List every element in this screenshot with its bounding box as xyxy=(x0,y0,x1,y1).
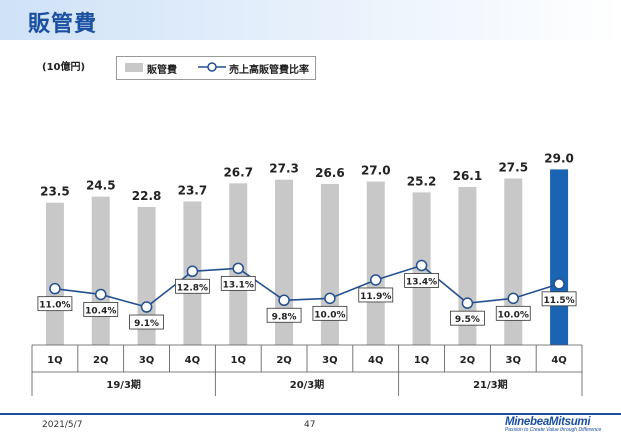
bar xyxy=(91,196,110,345)
ratio-point xyxy=(415,259,428,272)
ratio-point xyxy=(507,292,519,305)
x-tick-label: 3Q xyxy=(506,355,521,366)
bar-value-label: 27.3 xyxy=(269,162,299,176)
bar-value-label: 26.6 xyxy=(315,166,345,180)
unit-label: (10億円) xyxy=(42,62,86,73)
bar-value-label: 29.0 xyxy=(544,151,574,165)
x-tick-label: 2Q xyxy=(93,355,108,366)
ratio-point xyxy=(95,288,107,301)
footer-date: 2021/5/7 xyxy=(42,420,83,430)
x-tick-label: 3Q xyxy=(139,355,154,366)
bar xyxy=(366,181,385,345)
ratio-value-label: 13.1% xyxy=(223,280,254,290)
ratio-value-label: 9.1% xyxy=(134,319,159,329)
x-tick-label: 3Q xyxy=(322,355,337,366)
x-tick-label: 4Q xyxy=(368,355,383,366)
ratio-value-label: 13.4% xyxy=(406,277,437,287)
ratio-value-label: 11.0% xyxy=(39,301,70,311)
x-group-label: 19/3期 xyxy=(106,378,141,391)
legend-bar-label: 販管費 xyxy=(147,65,177,76)
ratio-point xyxy=(461,297,474,309)
bar xyxy=(45,202,64,345)
x-tick-label: 4Q xyxy=(185,355,200,366)
ratio-label-box xyxy=(450,310,485,326)
bar xyxy=(504,178,523,345)
ratio-label-box xyxy=(220,275,256,291)
ratio-point xyxy=(140,301,153,313)
ratio-line xyxy=(54,264,560,308)
bar-value-label: 27.5 xyxy=(498,160,528,174)
page-number: 47 xyxy=(304,420,316,430)
x-tick-label: 1Q xyxy=(47,355,62,366)
ratio-label-box xyxy=(312,305,348,321)
ratio-label-box xyxy=(404,273,439,288)
bar-value-label: 26.7 xyxy=(223,165,253,179)
legend-bar-swatch xyxy=(125,63,143,72)
ratio-label-box xyxy=(129,314,164,330)
bar-value-label: 23.7 xyxy=(178,183,208,197)
title-bar xyxy=(0,0,621,40)
bar-value-label: 27.0 xyxy=(361,164,391,178)
x-group-label: 20/3期 xyxy=(290,378,325,391)
bar-value-label: 24.5 xyxy=(86,179,116,193)
ratio-point xyxy=(370,274,382,286)
ratio-point xyxy=(324,292,336,305)
ratio-value-label: 9.5% xyxy=(455,315,480,325)
x-tick-label: 2Q xyxy=(276,355,291,366)
ratio-label-box xyxy=(175,278,210,294)
ratio-label-box xyxy=(266,307,302,323)
brand-name: MinebeaMitsumi xyxy=(505,416,591,428)
ratio-value-label: 10.4% xyxy=(85,306,116,316)
bar-value-label: 22.8 xyxy=(132,189,162,203)
page-title: 販管費 xyxy=(28,12,98,37)
ratio-point xyxy=(553,278,565,290)
ratio-label-box xyxy=(541,291,577,307)
ratio-value-label: 10.0% xyxy=(314,310,345,320)
ratio-value-label: 11.9% xyxy=(360,292,391,302)
bar-value-label: 25.2 xyxy=(407,174,437,188)
ratio-point xyxy=(232,262,244,275)
footer-divider xyxy=(0,413,621,415)
bar-value-label: 23.5 xyxy=(40,185,70,199)
chart-legend: 販管費 売上高販管費比率 xyxy=(116,56,316,80)
x-tick-label: 2Q xyxy=(460,355,475,366)
ratio-point xyxy=(186,265,199,278)
legend-line-label: 売上高販管費比率 xyxy=(229,65,309,76)
x-group-label: 21/3期 xyxy=(473,378,508,391)
ratio-label-box xyxy=(358,287,394,303)
bar xyxy=(320,183,339,345)
ratio-label-box xyxy=(83,302,119,317)
ratio-value-label: 9.8% xyxy=(272,312,297,322)
brand-tagline: Passion to Create Value through Differen… xyxy=(505,427,602,433)
bar-value-label: 26.1 xyxy=(453,169,483,183)
ratio-point xyxy=(278,294,290,307)
ratio-value-label: 10.0% xyxy=(498,310,529,320)
ratio-label-box xyxy=(37,296,73,312)
x-tick-label: 1Q xyxy=(231,355,246,366)
ratio-label-box xyxy=(495,305,531,321)
x-tick-label: 1Q xyxy=(414,355,429,366)
ratio-value-label: 12.8% xyxy=(177,283,208,293)
ratio-value-label: 11.5% xyxy=(543,296,574,306)
legend-line-swatch xyxy=(198,62,226,72)
company-logo: MinebeaMitsumi Passion to Create Value t… xyxy=(505,416,617,433)
x-tick-label: 4Q xyxy=(551,355,566,366)
ratio-point xyxy=(49,282,61,295)
bar xyxy=(550,169,569,345)
